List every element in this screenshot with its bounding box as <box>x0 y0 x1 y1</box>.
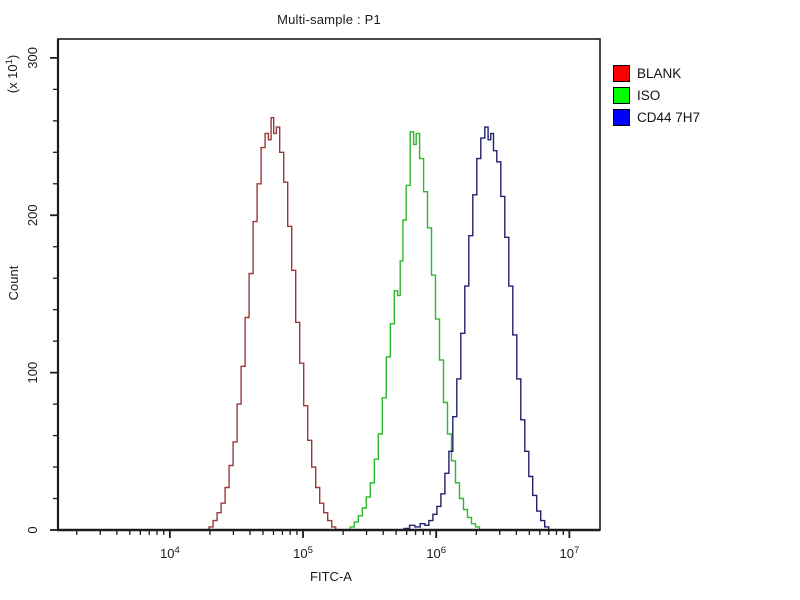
legend-item-cd44-7h7: CD44 7H7 <box>613 108 701 126</box>
y-tick-label-300: 300 <box>25 47 40 69</box>
x-axis-ticks: 104 105 106 107 <box>76 530 579 561</box>
chart-title: Multi-sample : P1 <box>277 12 381 27</box>
x-tick-label-1e4: 104 <box>160 545 180 561</box>
y-axis-ticks: 0 100 200 300 <box>25 47 58 534</box>
x-tick-label-1e6: 106 <box>426 545 446 561</box>
x-tick-label-1e7: 107 <box>559 545 579 561</box>
legend-label-cd44-7h7: CD44 7H7 <box>637 109 701 125</box>
curve-iso <box>349 131 481 530</box>
y-axis-unit-label: (x 101) <box>4 55 20 94</box>
legend-label-iso: ISO <box>637 87 661 103</box>
legend-swatch-red <box>613 64 630 82</box>
curve-cd44-7h7 <box>403 126 550 530</box>
x-tick-label-1e5: 105 <box>293 545 313 561</box>
legend-swatch-blue <box>613 108 630 126</box>
y-tick-label-200: 200 <box>25 204 40 226</box>
curve-blank <box>208 117 337 530</box>
y-tick-label-100: 100 <box>25 362 40 384</box>
legend: BLANK ISO CD44 7H7 <box>613 64 701 126</box>
legend-swatch-green <box>613 86 630 104</box>
plot-frame <box>56 38 601 532</box>
legend-item-blank: BLANK <box>613 64 700 82</box>
axis-labels: FITC-A Count (x 101) <box>4 55 352 584</box>
legend-item-iso: ISO <box>613 86 700 104</box>
histogram-curves <box>208 117 550 530</box>
y-axis-label: Count <box>6 265 21 300</box>
legend-label-blank: BLANK <box>637 65 682 81</box>
x-axis-label: FITC-A <box>310 569 352 584</box>
y-tick-label-0: 0 <box>25 526 40 533</box>
